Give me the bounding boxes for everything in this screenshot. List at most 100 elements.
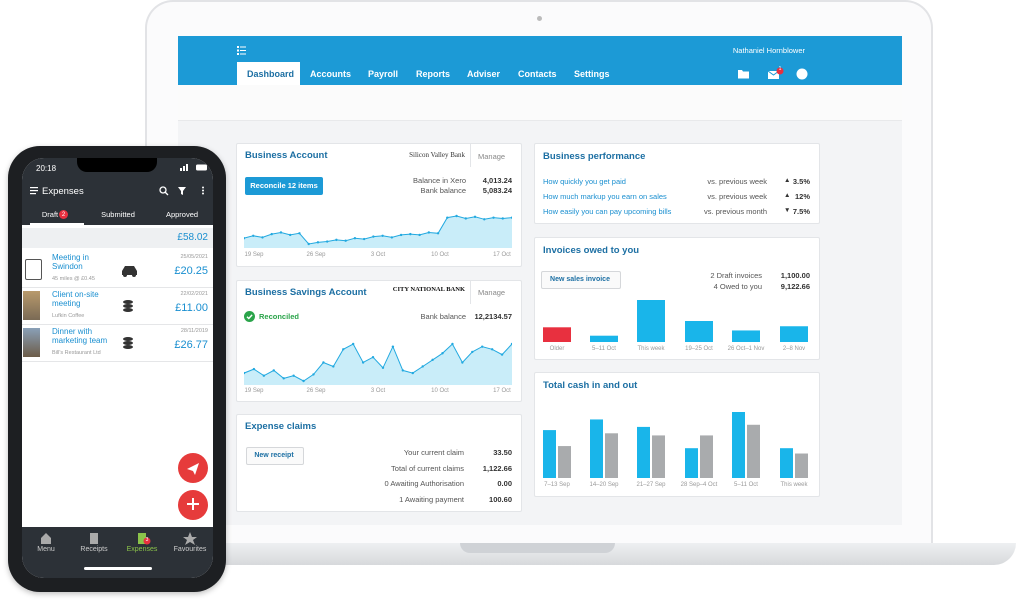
total: £58.02 xyxy=(177,232,208,243)
button-label[interactable]: New receipt xyxy=(254,452,294,459)
sparkline-area xyxy=(244,216,512,248)
x-axis-label: 2–8 Nov xyxy=(782,346,806,352)
active-tab-underline xyxy=(30,223,84,225)
metric-link[interactable]: How much markup you earn on sales xyxy=(543,192,667,201)
bar xyxy=(590,419,603,478)
metric-link[interactable]: How quickly you get paid xyxy=(543,177,626,186)
button-label[interactable]: New sales invoice xyxy=(550,276,610,283)
claim-label: 1 Awaiting payment xyxy=(399,494,464,504)
nav-item[interactable]: Reports xyxy=(416,69,451,79)
sparkline-point xyxy=(335,238,338,242)
bar xyxy=(732,330,760,342)
nav-item[interactable]: Favourites xyxy=(173,546,207,553)
sparkline-point xyxy=(483,218,486,221)
compare-label: vs. previous week xyxy=(707,192,767,201)
sparkline-point xyxy=(446,216,449,219)
sparkline-point xyxy=(492,216,495,219)
tab[interactable]: Submitted xyxy=(101,210,135,219)
status-icons xyxy=(180,164,207,171)
nav-item[interactable]: Contacts xyxy=(518,69,557,79)
menu-icon[interactable] xyxy=(30,186,40,196)
nav-icons[interactable] xyxy=(22,530,213,546)
nav-item[interactable]: Accounts xyxy=(310,69,352,79)
bar xyxy=(637,426,650,478)
reconcile-button[interactable] xyxy=(245,177,323,195)
header-icons[interactable] xyxy=(736,67,816,81)
tab[interactable]: Draft xyxy=(41,210,59,219)
sparkline-point xyxy=(427,231,431,234)
card-title: Business Savings Account xyxy=(245,287,367,298)
new-receipt-button[interactable] xyxy=(246,447,304,465)
bar xyxy=(543,430,556,478)
item-divider xyxy=(22,287,213,288)
photo-thumb xyxy=(23,291,40,320)
claim-value: 100.60 xyxy=(489,494,512,504)
badge: 3 xyxy=(145,537,149,543)
x-axis-label: 5–11 Oct xyxy=(592,346,616,352)
bank-name: Silicon Valley Bank xyxy=(409,151,465,159)
button-label[interactable]: Reconcile 12 items xyxy=(250,181,318,190)
laptop-notch xyxy=(460,543,615,553)
sparkline-point xyxy=(421,365,424,368)
nav-item[interactable]: Settings xyxy=(574,69,610,79)
nav-item[interactable]: Receipts xyxy=(80,546,108,553)
x-axis-label: 19 Sep xyxy=(244,388,264,394)
x-axis-label: 3 Oct xyxy=(370,252,386,258)
sparkline-point xyxy=(418,233,421,237)
trend-arrow: ▲ xyxy=(784,192,791,199)
x-axis-label: 17 Oct xyxy=(493,252,511,258)
sparkline-point xyxy=(436,232,440,235)
x-axis-label: 10 Oct xyxy=(431,388,449,394)
sparkline-point xyxy=(353,237,357,240)
invoices-card xyxy=(534,237,820,360)
new-invoice-button[interactable] xyxy=(541,271,621,289)
item-title[interactable]: Dinner with marketing team xyxy=(52,327,108,346)
divider xyxy=(470,143,471,167)
x-axis-label: This week xyxy=(637,346,665,352)
menu-icon[interactable] xyxy=(236,44,248,56)
item-title[interactable]: Client on-site meeting xyxy=(52,290,99,309)
nav-item[interactable]: Payroll xyxy=(368,69,399,79)
item-subtitle: Bill's Restaurant Ltd xyxy=(52,350,101,356)
card-title: Invoices owed to you xyxy=(543,245,640,256)
sparkline-point xyxy=(411,371,414,375)
nav-item[interactable]: Expenses xyxy=(126,546,158,553)
sparkline-point xyxy=(455,214,458,218)
x-axis-label: 19 Sep xyxy=(244,252,264,258)
sparkline-point xyxy=(510,342,512,346)
header-actions[interactable] xyxy=(159,186,209,196)
nav-item[interactable]: Menu xyxy=(37,546,55,553)
manage-link[interactable]: Manage xyxy=(478,288,506,297)
card-title: Business Account xyxy=(245,150,328,161)
item-title[interactable]: Meeting in Swindon xyxy=(52,253,89,272)
app-title: Expenses xyxy=(42,186,84,197)
sparkline-area xyxy=(244,344,512,385)
nav-item[interactable]: Dashboard xyxy=(247,69,295,79)
nav-item[interactable]: Adviser xyxy=(467,69,501,79)
x-axis-label: 14–20 Sep xyxy=(589,482,619,488)
bar xyxy=(590,335,618,342)
x-axis-label: 3 Oct xyxy=(370,388,386,394)
sparkline-line xyxy=(244,215,512,245)
label: Bank balance xyxy=(420,186,466,195)
metric-link[interactable]: How easily you can pay upcoming bills xyxy=(543,207,672,216)
sparkline-point xyxy=(342,348,345,351)
divider xyxy=(470,280,471,304)
bank-name: CITY NATIONAL BANK xyxy=(392,286,465,293)
bar xyxy=(652,435,665,478)
claim-value: 33.50 xyxy=(493,448,512,457)
x-axis-label: 5–11 Oct xyxy=(734,482,758,488)
photo-thumb xyxy=(23,328,40,357)
cash-chart xyxy=(543,412,808,478)
fab-icons xyxy=(187,463,199,510)
tab[interactable]: Approved xyxy=(165,210,199,219)
item-subtitle: 45 miles @ £0.45 xyxy=(52,276,95,282)
x-axis-label: 26 Sep xyxy=(306,388,326,394)
sparkline-point xyxy=(500,353,504,356)
user-name[interactable]: Nathaniel Hornblower xyxy=(732,46,805,55)
card-title: Total cash in and out xyxy=(543,380,638,391)
active-tab[interactable] xyxy=(237,62,300,85)
manage-link[interactable]: Manage xyxy=(478,152,506,161)
sparkline-point xyxy=(399,233,403,237)
